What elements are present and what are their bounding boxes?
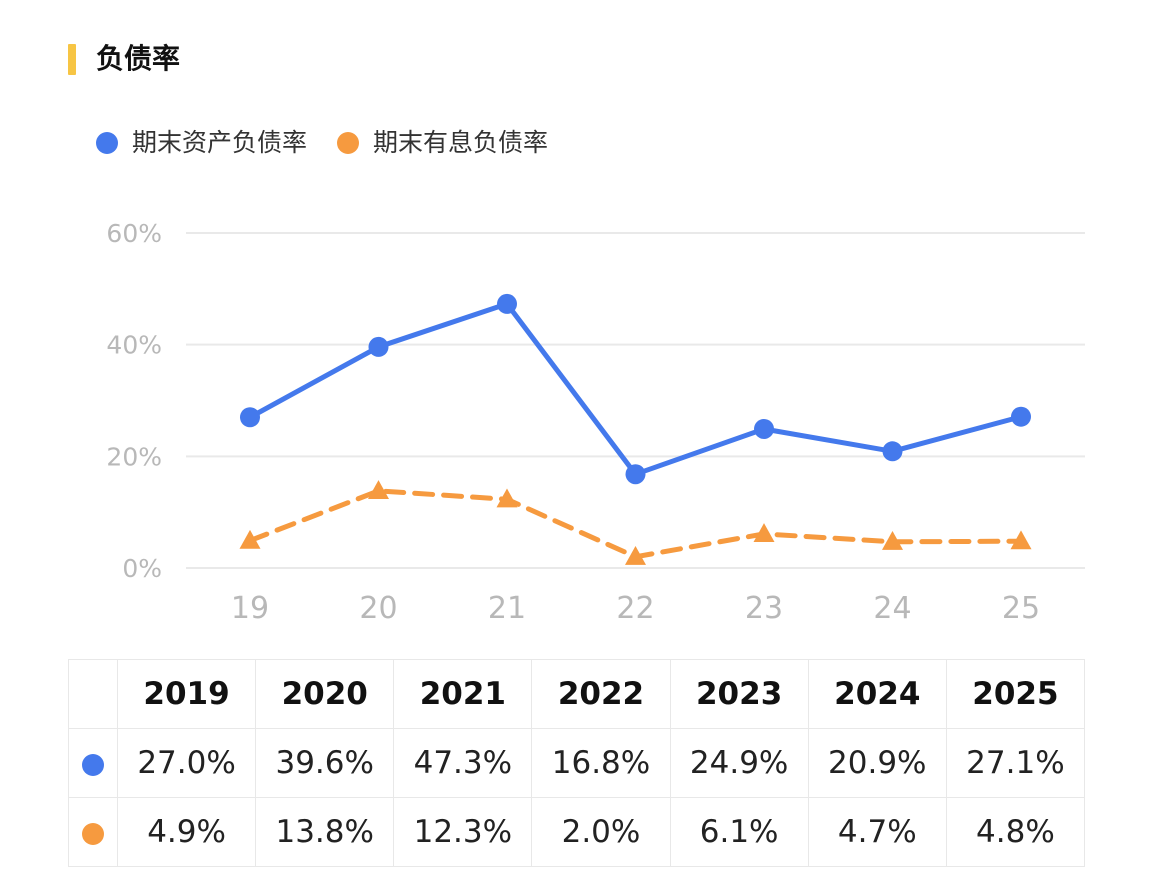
data-point-circle xyxy=(625,464,646,485)
chart-title: 负债率 xyxy=(96,42,181,75)
data-point-triangle xyxy=(1010,530,1032,550)
data-point-circle xyxy=(240,407,260,428)
x-tick-label: 22 xyxy=(616,591,654,626)
y-tick-label: 40% xyxy=(106,331,162,360)
table-cell: 4.9% xyxy=(116,797,257,867)
table-cell: 4.8% xyxy=(945,797,1086,867)
table-cell: 27.0% xyxy=(116,728,257,798)
table-cell: 20.9% xyxy=(807,728,947,798)
x-tick-label: 21 xyxy=(488,591,526,626)
legend-item-interest-bearing[interactable]: 期末有息负债率 xyxy=(337,126,548,160)
data-point-circle xyxy=(368,336,389,357)
line-chart: 60% 40% 20% 0% 19 20 21 22 23 24 25 xyxy=(106,219,1085,626)
row-marker-cell xyxy=(68,728,118,798)
table-corner-cell xyxy=(68,659,118,729)
table-row-asset-liability: 27.0% 39.6% 47.3% 16.8% 24.9% 20.9% 27.1… xyxy=(68,728,1086,798)
title-accent-bar xyxy=(68,44,76,75)
table-cell: 16.8% xyxy=(531,728,671,798)
table-header-year: 2024 xyxy=(807,659,947,729)
data-point-triangle xyxy=(368,480,389,500)
table-cell: 2.0% xyxy=(531,797,671,867)
data-point-triangle xyxy=(625,546,646,565)
chart-legend: 期末资产负债率 期末有息负债率 xyxy=(96,126,578,160)
legend-dot-blue xyxy=(96,132,118,154)
table-header-year: 2021 xyxy=(393,659,533,729)
data-point-circle xyxy=(754,418,774,439)
legend-label-asset-liability: 期末资产负债率 xyxy=(132,128,308,157)
table-header-year: 2020 xyxy=(255,659,395,729)
row-marker-cell xyxy=(68,797,118,867)
table-header-year: 2023 xyxy=(669,659,809,729)
table-header-year: 2019 xyxy=(116,659,257,729)
data-point-circle xyxy=(882,441,903,462)
x-tick-label: 20 xyxy=(359,591,397,626)
row-dot-orange xyxy=(82,822,104,845)
row-dot-blue xyxy=(82,753,104,776)
y-tick-label: 20% xyxy=(106,442,162,471)
y-tick-label: 60% xyxy=(106,219,162,248)
table-row-interest-bearing: 4.9% 13.8% 12.3% 2.0% 6.1% 4.7% 4.8% xyxy=(68,797,1086,867)
series-line-asset-liability xyxy=(247,301,1024,477)
y-tick-label: 0% xyxy=(122,554,162,583)
data-point-triangle xyxy=(239,529,261,549)
x-tick-label: 25 xyxy=(1002,591,1040,626)
table-cell: 24.9% xyxy=(669,728,809,798)
legend-label-interest-bearing: 期末有息负债率 xyxy=(373,128,549,157)
data-point-triangle xyxy=(496,488,518,508)
table-header-year: 2025 xyxy=(945,659,1086,729)
legend-dot-orange xyxy=(337,132,360,154)
x-tick-label: 19 xyxy=(231,591,269,626)
data-point-circle xyxy=(497,293,517,314)
table-cell: 47.3% xyxy=(393,728,533,798)
x-tick-label: 24 xyxy=(873,591,911,626)
data-point-circle xyxy=(1011,406,1031,427)
table-cell: 4.7% xyxy=(807,797,947,867)
table-cell: 12.3% xyxy=(393,797,533,867)
table-cell: 39.6% xyxy=(255,728,395,798)
table-cell: 27.1% xyxy=(945,728,1086,798)
table-header-year: 2022 xyxy=(531,659,671,729)
data-table: 2019 2020 2021 2022 2023 2024 2025 27.0%… xyxy=(68,659,1086,867)
legend-item-asset-liability[interactable]: 期末资产负债率 xyxy=(96,126,307,160)
x-tick-label: 23 xyxy=(745,591,783,626)
data-point-triangle xyxy=(882,530,903,550)
table-cell: 13.8% xyxy=(255,797,395,867)
table-cell: 6.1% xyxy=(669,797,809,867)
data-point-triangle xyxy=(753,523,775,543)
table-header-row: 2019 2020 2021 2022 2023 2024 2025 xyxy=(68,659,1086,729)
